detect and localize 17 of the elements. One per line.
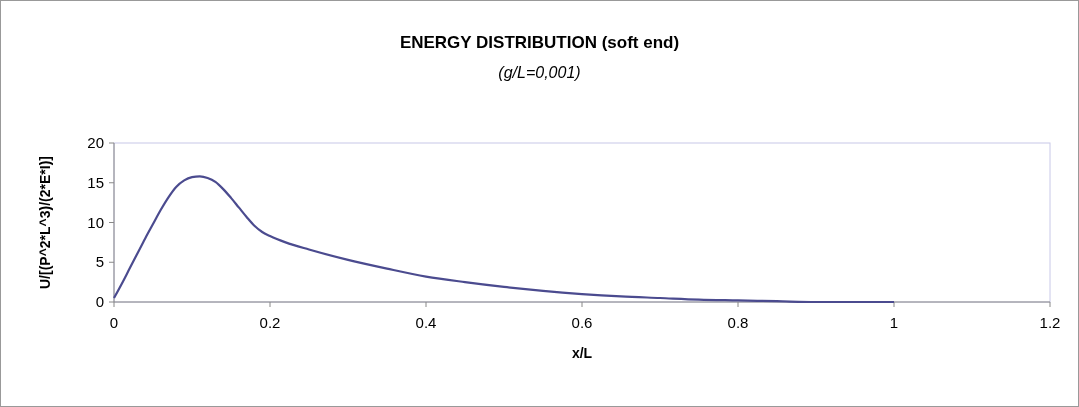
- y-tick-label: 5: [95, 253, 104, 271]
- x-tick-label: 1.2: [1039, 314, 1061, 331]
- chart-title: ENERGY DISTRIBUTION (soft end): [399, 33, 680, 52]
- x-tick-label: 0.8: [727, 314, 749, 331]
- y-tick-label: 20: [87, 134, 104, 151]
- y-tick-label: 0: [95, 293, 104, 310]
- x-tick-label: 0.2: [259, 314, 281, 331]
- x-axis-title: x/L: [571, 345, 593, 361]
- y-tick-label: 10: [87, 213, 104, 231]
- chart-subtitle: (g/L=0,001): [498, 64, 581, 81]
- x-tick-label: 0: [109, 314, 119, 331]
- y-tick-label: 15: [87, 173, 104, 191]
- x-tick-label: 1: [889, 314, 899, 331]
- line-series: [112, 175, 896, 304]
- x-tick-label: 0.4: [415, 314, 437, 331]
- x-tick-label: 0.6: [571, 314, 593, 331]
- y-axis-title: U/[(P^2*L^3)/(2*E*I)]: [37, 155, 53, 290]
